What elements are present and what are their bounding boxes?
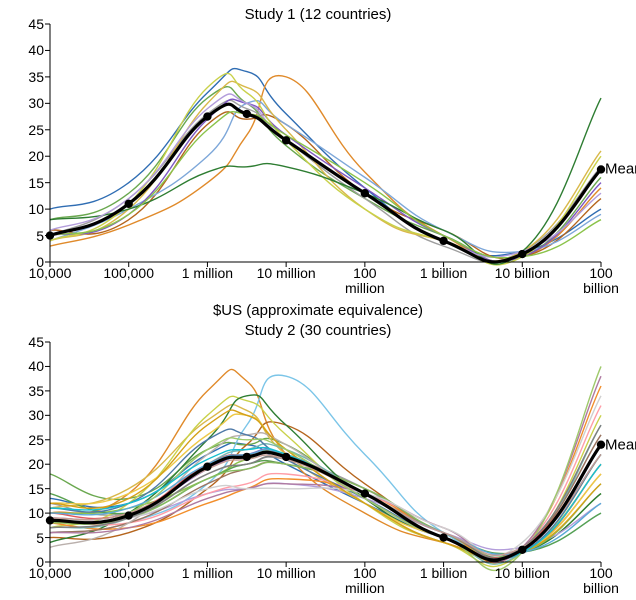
y-tick-label: 5 [36, 228, 44, 244]
mean-marker [361, 489, 369, 497]
y-tick-label: 20 [28, 148, 44, 164]
y-tick-label: 10 [28, 505, 44, 521]
study2-panel: Study 2 (30 countries) Mean 051015202530… [0, 300, 636, 600]
mean-marker [439, 533, 447, 541]
mean-marker [282, 136, 290, 144]
y-tick-label: 45 [28, 334, 44, 350]
mean-marker [125, 511, 133, 519]
series-line [50, 438, 601, 556]
mean-line [50, 104, 601, 262]
mean-label: Mean [605, 161, 636, 178]
x-tick-label: 1 billion [420, 566, 467, 581]
series-line [50, 429, 601, 561]
y-tick-label: 40 [28, 42, 44, 58]
y-tick-label: 30 [28, 95, 44, 111]
y-tick-label: 25 [28, 432, 44, 448]
x-tick-label: 10 million [257, 266, 316, 281]
study2-svg [50, 342, 601, 562]
x-tick-label: 100million [335, 566, 395, 597]
mean-marker [203, 112, 211, 120]
y-tick-label: 5 [36, 530, 44, 546]
series-line [50, 451, 601, 560]
study1-chart: Mean 05101520253035404510,000100,0001 mi… [50, 24, 601, 262]
study1-svg [50, 24, 601, 262]
mean-marker [518, 546, 526, 554]
y-tick-label: 15 [28, 481, 44, 497]
y-tick-label: 20 [28, 456, 44, 472]
series-line [50, 112, 601, 259]
study1-panel: Study 1 (12 countries) Mean 051015202530… [0, 0, 636, 300]
x-tick-label: 100,000 [103, 566, 154, 581]
mean-label: Mean [605, 436, 636, 453]
series-line [50, 366, 601, 570]
study2-chart: Mean 05101520253035404510,000100,0001 mi… [50, 342, 601, 562]
mean-marker [282, 453, 290, 461]
x-tick-label: 10,000 [29, 266, 72, 281]
study2-title: Study 2 (30 countries) [0, 322, 636, 339]
y-tick-label: 25 [28, 122, 44, 138]
x-tick-label: 100billion [571, 266, 631, 297]
x-tick-label: 10,000 [29, 566, 72, 581]
y-tick-label: 10 [28, 201, 44, 217]
mean-marker [597, 165, 605, 173]
x-tick-label: 1 million [182, 266, 233, 281]
series-line [50, 425, 601, 564]
y-tick-label: 40 [28, 358, 44, 374]
y-tick-label: 30 [28, 407, 44, 423]
x-tick-label: 10 billion [495, 566, 550, 581]
mean-marker [243, 453, 251, 461]
series-line [50, 112, 601, 258]
y-tick-label: 15 [28, 175, 44, 191]
x-tick-label: 10 million [257, 566, 316, 581]
x-tick-label: 100,000 [103, 266, 154, 281]
x-tick-label: 1 million [182, 566, 233, 581]
mean-marker [125, 200, 133, 208]
series-line [50, 395, 601, 557]
series-line [50, 101, 601, 253]
mean-marker [203, 462, 211, 470]
series-line [50, 100, 601, 262]
x-tick-label: 100million [335, 266, 395, 297]
x-tick-label: 1 billion [420, 266, 467, 281]
mean-marker [243, 110, 251, 118]
study1-title: Study 1 (12 countries) [0, 6, 636, 23]
x-tick-label: 10 billion [495, 266, 550, 281]
mean-marker [597, 440, 605, 448]
mean-marker [439, 237, 447, 245]
mean-marker [518, 250, 526, 258]
mean-marker [361, 189, 369, 197]
series-line [50, 462, 601, 556]
series-line [50, 98, 601, 264]
y-tick-label: 35 [28, 69, 44, 85]
x-tick-label: 100billion [571, 566, 631, 597]
y-tick-label: 35 [28, 383, 44, 399]
y-tick-label: 45 [28, 16, 44, 32]
